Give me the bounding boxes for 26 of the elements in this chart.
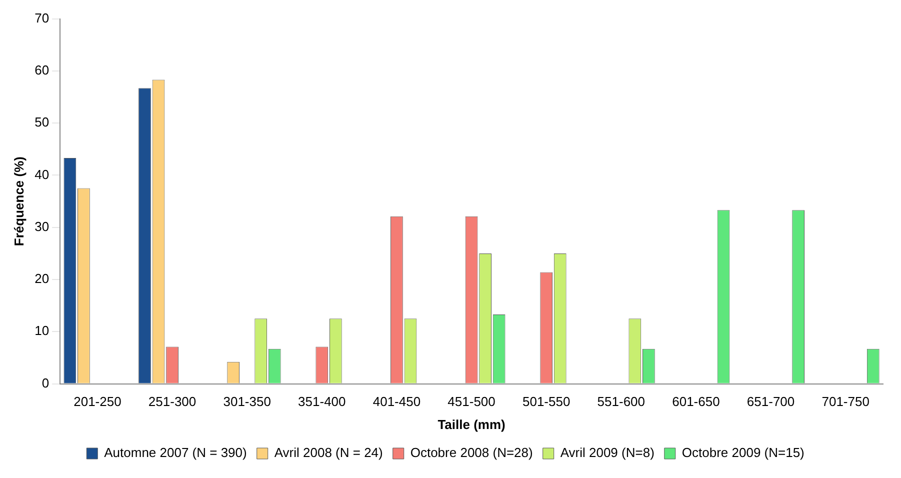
x-tick-label: 351-400: [298, 394, 346, 410]
x-tick-label: 451-500: [448, 394, 496, 410]
x-tick-label: 401-450: [372, 394, 421, 410]
legend-label: Octobre 2009 (N=15): [682, 445, 804, 460]
legend-label: Avril 2008 (N = 24): [274, 445, 383, 460]
y-axis-title: Fréquence (%): [11, 156, 26, 246]
y-tick-label: 20: [34, 271, 50, 286]
x-tick-label: 551-600: [597, 394, 646, 410]
y-tick-label: 40: [34, 166, 50, 182]
x-tick-label: 201-250: [74, 394, 122, 410]
x-tick-label: 701-750: [822, 394, 870, 410]
y-tick-label: 10: [34, 323, 50, 338]
y-tick-label: 50: [34, 114, 50, 130]
legend-label: Avril 2009 (N=8): [560, 445, 654, 460]
y-tick-label: 60: [34, 62, 50, 78]
x-axis-title: Taille (mm): [438, 416, 506, 432]
legend-label: Automne 2007 (N = 390): [104, 445, 247, 460]
x-tick-label: 601-650: [672, 394, 720, 410]
legend-label: Octobre 2008 (N=28): [410, 445, 533, 460]
x-tick-label: 651-700: [746, 394, 795, 410]
y-tick-label: 30: [34, 218, 50, 234]
y-tick-label: 0: [42, 375, 50, 390]
x-tick-label: 251-300: [148, 394, 196, 410]
x-tick-label: 501-550: [522, 394, 570, 410]
x-tick-label: 301-350: [223, 394, 271, 410]
y-tick-label: 70: [34, 10, 50, 26]
